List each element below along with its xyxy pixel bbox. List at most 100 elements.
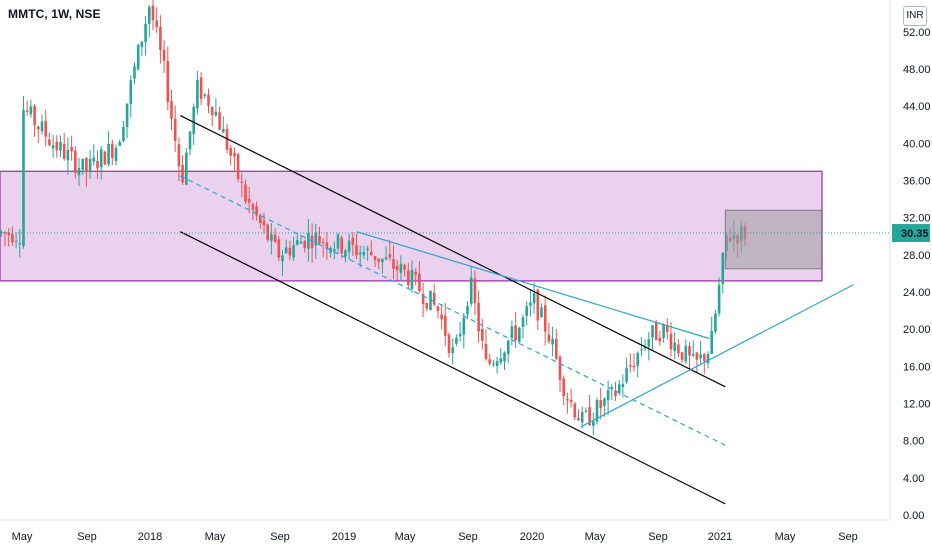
candle xyxy=(44,109,47,147)
candle xyxy=(7,228,10,247)
candle xyxy=(473,270,477,316)
candle xyxy=(96,150,99,179)
candle xyxy=(514,311,517,349)
channel-upper-line xyxy=(180,114,726,388)
time-tick-label: 2018 xyxy=(138,531,162,543)
time-tick-label: May xyxy=(775,531,796,543)
candle xyxy=(351,232,355,256)
candle xyxy=(455,334,458,347)
candle xyxy=(469,266,473,307)
candle xyxy=(144,15,147,56)
candle xyxy=(203,93,207,99)
candle xyxy=(662,323,665,343)
candle xyxy=(247,186,251,214)
candle xyxy=(569,388,573,408)
price-tick-label: 24.00 xyxy=(903,287,931,299)
candle xyxy=(592,412,595,436)
candle-series xyxy=(0,0,747,436)
candle xyxy=(325,232,329,260)
candle xyxy=(70,135,73,161)
candle xyxy=(107,131,110,167)
candle xyxy=(506,339,510,363)
candle xyxy=(525,300,528,326)
candle xyxy=(133,62,136,84)
candle xyxy=(632,353,636,372)
drawing-lines xyxy=(180,114,854,505)
candle xyxy=(129,75,133,118)
candle xyxy=(3,230,7,246)
candle xyxy=(255,201,258,221)
candle xyxy=(399,255,403,282)
candle xyxy=(62,132,66,161)
candle xyxy=(0,229,3,237)
candle xyxy=(329,246,332,258)
price-tick-label: 8.00 xyxy=(903,436,924,448)
candle xyxy=(162,40,166,73)
time-tick-label: 2019 xyxy=(332,531,356,543)
price-tick-label: 52.00 xyxy=(903,27,931,39)
time-tick-label: Sep xyxy=(458,531,478,543)
candle xyxy=(281,250,284,276)
candle xyxy=(51,134,55,158)
time-tick-label: May xyxy=(205,531,226,543)
price-tick-label: 20.00 xyxy=(903,324,931,336)
candle xyxy=(151,0,155,31)
candle xyxy=(614,381,617,401)
time-tick-label: Sep xyxy=(838,531,858,543)
candle xyxy=(273,228,277,244)
candle xyxy=(177,137,181,181)
resistance-zone xyxy=(0,170,823,282)
price-tick-label: 40.00 xyxy=(903,138,931,150)
candle xyxy=(214,98,218,117)
currency-unit-label[interactable]: INR xyxy=(903,6,927,26)
candle xyxy=(192,103,195,145)
candle xyxy=(654,319,658,341)
candle xyxy=(425,302,429,312)
candle xyxy=(562,375,565,406)
candle xyxy=(673,332,676,360)
candle xyxy=(92,144,96,166)
candle xyxy=(377,258,380,270)
candle xyxy=(403,263,406,277)
candle xyxy=(29,99,33,118)
candle xyxy=(418,261,421,293)
candle xyxy=(344,248,347,263)
price-tick-label: 32.00 xyxy=(903,213,931,225)
candle xyxy=(677,338,680,358)
candle xyxy=(573,401,577,421)
candle xyxy=(181,155,184,185)
candle xyxy=(414,268,417,286)
candle xyxy=(259,213,262,229)
candle xyxy=(307,219,310,262)
candle xyxy=(717,277,721,317)
candle xyxy=(185,148,188,186)
candle xyxy=(229,144,232,166)
ticker-title: MMTC, 1W, NSE xyxy=(6,6,103,22)
candle xyxy=(395,260,399,283)
candle xyxy=(466,301,469,320)
candle xyxy=(688,342,691,371)
candle xyxy=(492,359,495,368)
candle xyxy=(33,103,36,137)
candle xyxy=(59,135,62,158)
time-tick-label: 2020 xyxy=(520,531,544,543)
candle xyxy=(444,302,447,346)
candle xyxy=(336,233,340,254)
candle xyxy=(310,223,314,263)
candle xyxy=(14,232,18,249)
candle xyxy=(695,351,699,373)
candle xyxy=(540,303,543,318)
candle xyxy=(603,397,606,417)
price-tick-label: 12.00 xyxy=(903,399,931,411)
candle xyxy=(532,282,536,314)
candle xyxy=(340,235,343,259)
time-tick-label: Sep xyxy=(648,531,668,543)
candle xyxy=(462,313,466,349)
candle xyxy=(358,245,362,268)
price-tick-label: 28.00 xyxy=(903,250,931,262)
candle xyxy=(518,326,521,344)
candle xyxy=(536,288,540,331)
candle xyxy=(436,305,440,319)
candle xyxy=(321,237,325,258)
